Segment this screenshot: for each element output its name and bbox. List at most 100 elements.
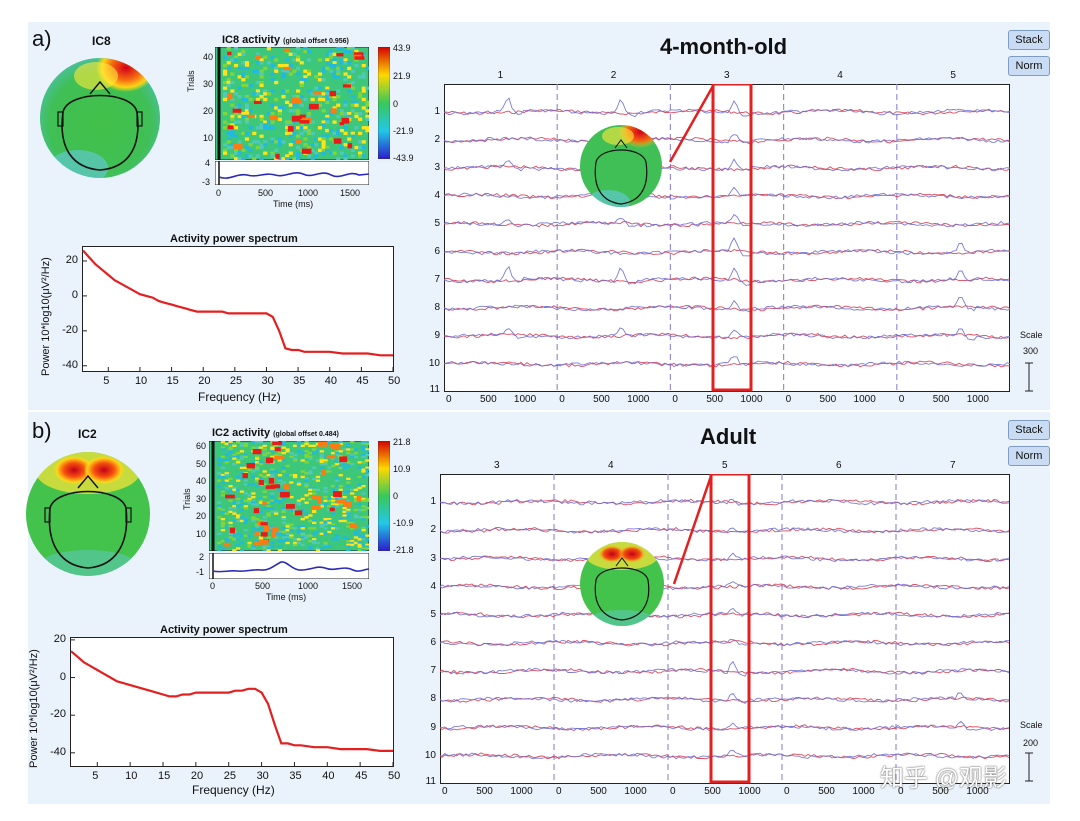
heat-cell xyxy=(350,95,355,99)
channel-trace xyxy=(440,667,1010,675)
scalp-map-a xyxy=(40,58,160,178)
eeg-b-channel-label: 3 xyxy=(430,552,436,564)
heat-cell xyxy=(244,154,250,158)
stack-button-a[interactable]: Stack xyxy=(1008,30,1050,50)
heat-cell xyxy=(304,453,309,457)
heat-cell xyxy=(336,66,341,71)
heat-cell xyxy=(300,534,305,537)
heat-cell xyxy=(358,92,363,96)
heat-cell xyxy=(361,516,366,519)
heat-cell xyxy=(230,154,235,158)
heat-cell xyxy=(289,496,294,499)
heat-cell xyxy=(281,536,286,539)
heat-cell xyxy=(270,507,275,510)
heat-cell xyxy=(228,448,233,451)
heat-cell xyxy=(342,507,347,510)
heat-hotspot xyxy=(317,441,328,447)
heat-cell xyxy=(299,83,304,88)
heat-hotspot xyxy=(329,507,335,512)
heat-cell xyxy=(226,61,231,65)
erp-tick-a-top: 4 xyxy=(205,158,211,168)
heat-cell xyxy=(259,134,264,138)
heat-cell xyxy=(281,446,286,449)
trial-tick-a: 40 xyxy=(203,52,214,62)
heat-cell xyxy=(346,538,351,541)
heat-cell xyxy=(319,521,324,524)
heat-cell xyxy=(258,497,264,501)
norm-button-a[interactable]: Norm xyxy=(1008,56,1050,76)
heat-cell xyxy=(226,131,231,136)
heat-cell xyxy=(296,499,302,502)
heat-cell xyxy=(339,111,344,116)
heat-cell xyxy=(308,457,313,460)
heat-cell xyxy=(281,470,286,473)
heat-cell xyxy=(365,497,369,501)
heat-cell xyxy=(251,470,256,473)
heat-cell xyxy=(251,518,256,521)
heat-cell xyxy=(277,140,282,144)
heat-cell xyxy=(325,86,330,90)
heat-cell xyxy=(230,103,235,107)
erp-trace-b xyxy=(209,553,369,579)
heat-cell xyxy=(323,490,328,493)
eeg-b-channel-label: 1 xyxy=(430,496,436,508)
heat-cell xyxy=(336,69,341,73)
heat-cell xyxy=(325,97,330,102)
heat-cell xyxy=(236,543,241,546)
heat-cell xyxy=(243,442,248,446)
spectrum-b-xtick: 20 xyxy=(190,770,204,782)
inset-scalp-map-b xyxy=(580,542,664,626)
heat-cell xyxy=(303,78,308,82)
heat-cell xyxy=(243,492,248,495)
channel-trace xyxy=(444,237,1010,257)
heat-cell xyxy=(223,151,228,155)
heat-cell xyxy=(304,461,309,464)
heat-cell xyxy=(247,534,252,537)
heat-cell xyxy=(281,89,286,93)
heat-cell xyxy=(361,72,366,76)
heat-cell xyxy=(300,536,305,539)
heat-cell xyxy=(244,66,250,71)
heat-cell xyxy=(306,114,312,119)
heat-hotspot xyxy=(312,91,322,95)
heat-cell xyxy=(308,547,313,550)
heat-cell xyxy=(353,497,359,501)
heat-cell xyxy=(228,510,233,513)
heat-hotspot xyxy=(232,108,242,113)
heat-cell xyxy=(353,455,359,458)
heat-cell xyxy=(343,78,348,82)
heat-cell xyxy=(285,474,290,477)
heat-cell xyxy=(259,72,264,76)
heat-cell xyxy=(342,536,347,539)
eeg-a-epoch-time-tick: 0 xyxy=(559,394,565,405)
heat-cell xyxy=(255,140,260,144)
heat-cell xyxy=(328,111,333,116)
heat-hotspot xyxy=(253,508,260,514)
norm-button-b[interactable]: Norm xyxy=(1008,446,1050,466)
heat-cell xyxy=(217,545,222,548)
heat-cell xyxy=(321,123,326,127)
time-tick-b-1: 500 xyxy=(255,581,271,591)
channel-trace xyxy=(444,356,1010,368)
spectrum-a-xtick: 30 xyxy=(261,375,274,387)
time-tick-a-3: 1500 xyxy=(340,188,361,198)
heat-cell xyxy=(236,538,241,541)
heat-hotspot xyxy=(321,470,326,476)
heat-cell xyxy=(220,490,226,493)
channel-trace xyxy=(440,692,1010,704)
channel-trace xyxy=(444,158,1010,172)
stack-button-b[interactable]: Stack xyxy=(1008,420,1050,440)
heat-cell xyxy=(347,66,352,71)
heat-cell xyxy=(346,508,351,512)
heat-cell xyxy=(243,534,248,537)
heat-cell xyxy=(228,457,233,460)
heat-cell xyxy=(285,157,290,160)
heat-cell xyxy=(230,123,235,127)
heat-cell xyxy=(312,519,317,523)
heat-cell xyxy=(358,111,363,116)
heat-cell xyxy=(319,525,324,528)
heat-cell xyxy=(255,92,260,96)
eeg-a-epoch-time-tick: 500 xyxy=(819,394,837,405)
heat-cell xyxy=(243,479,248,482)
heat-cell xyxy=(255,80,260,85)
